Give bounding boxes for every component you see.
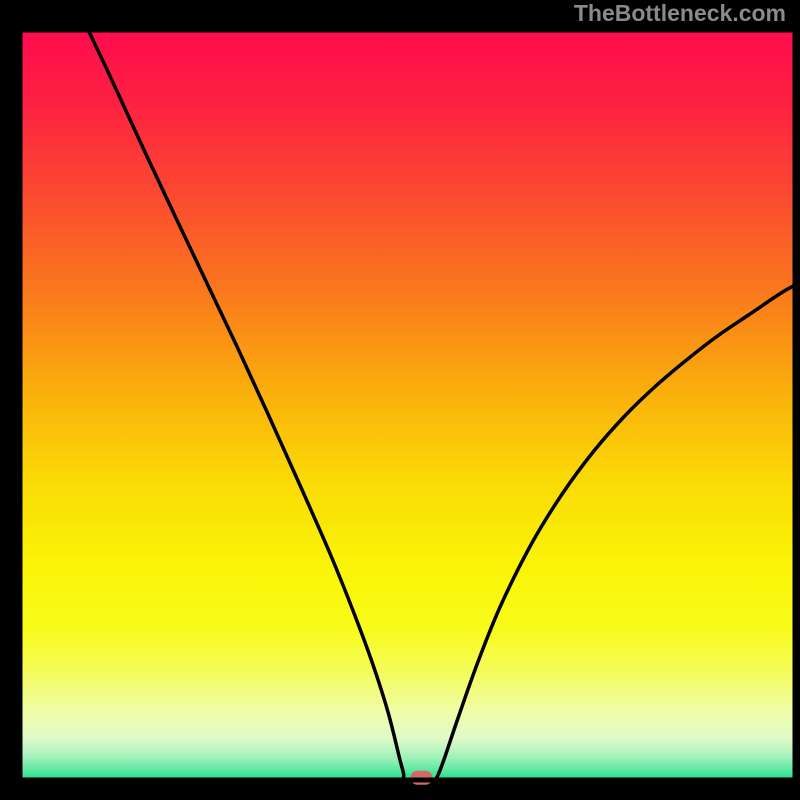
watermark-label: TheBottleneck.com (574, 0, 786, 27)
plot-background (20, 30, 795, 780)
bottleneck-chart (0, 0, 800, 800)
chart-container: TheBottleneck.com (0, 0, 800, 800)
